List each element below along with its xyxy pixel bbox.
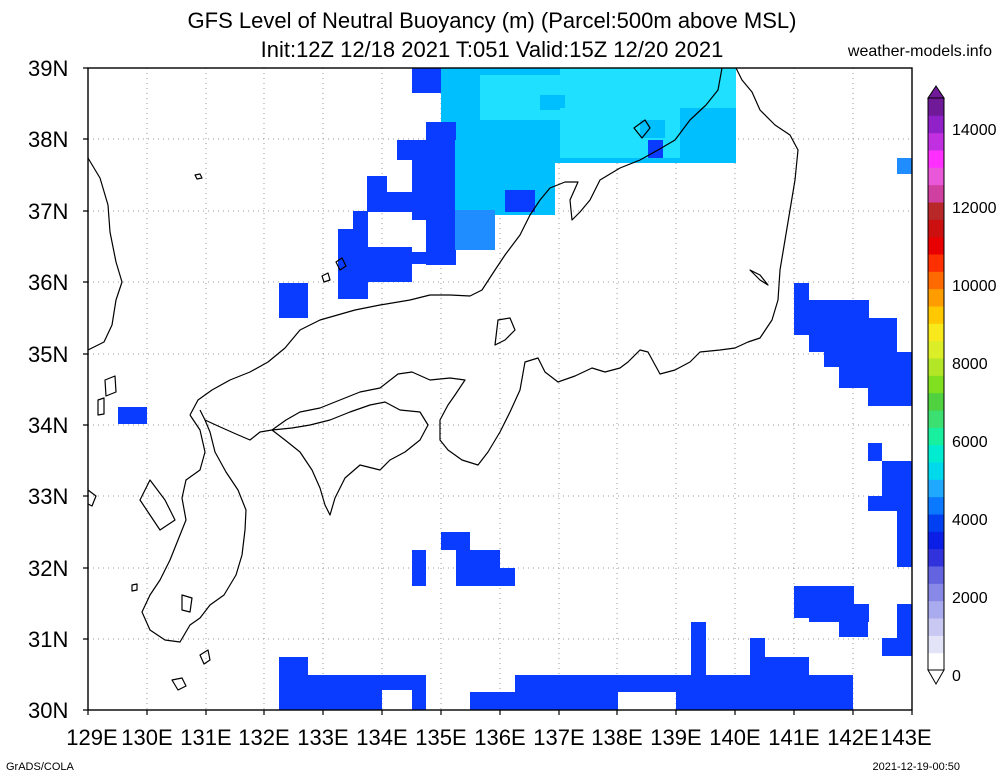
colorbar-label: 8000 (952, 357, 988, 373)
colorbar-swatch (928, 479, 944, 497)
site-credit: weather-models.info (848, 43, 992, 61)
colorbar-label: 10000 (952, 279, 997, 295)
lon-label: 143E (880, 727, 931, 749)
lat-label: 33N (28, 486, 88, 508)
buoyancy-field-south (279, 532, 853, 710)
lon-label: 130E (121, 727, 172, 749)
lat-label: 34N (28, 415, 88, 437)
colorbar-swatch (928, 185, 944, 203)
buoyancy-field-east (118, 283, 912, 656)
colorbar-label: 4000 (952, 513, 988, 529)
lon-label: 139E (650, 727, 701, 749)
colorbar-swatch (928, 462, 944, 480)
colorbar-swatch (928, 583, 944, 601)
lat-label: 31N (28, 629, 88, 651)
colorbar-bottom-arrow (928, 670, 944, 684)
colorbar-swatch (928, 618, 944, 636)
colorbar-swatch (928, 601, 944, 619)
colorbar-swatch (928, 566, 944, 584)
lat-label: 39N (28, 58, 88, 80)
colorbar-swatch (928, 306, 944, 324)
colorbar-swatch (928, 271, 944, 289)
lon-label: 132E (238, 727, 289, 749)
colorbar-label: 6000 (952, 435, 988, 451)
lat-label: 37N (28, 201, 88, 223)
colorbar-label: 12000 (952, 201, 997, 217)
colorbar-swatch (928, 150, 944, 168)
lat-label: 36N (28, 272, 88, 294)
colorbar-swatch (928, 323, 944, 341)
colorbar-swatch (928, 133, 944, 151)
lon-label: 137E (533, 727, 584, 749)
buoyancy-field-north (279, 68, 912, 318)
colorbar-swatch (928, 341, 944, 359)
lon-label: 138E (591, 727, 642, 749)
colorbar-swatch (928, 653, 944, 671)
colorbar-swatch (928, 115, 944, 133)
lat-label: 30N (28, 700, 88, 722)
colorbar-swatch (928, 410, 944, 428)
colorbar-swatch (928, 202, 944, 220)
lon-label: 131E (180, 727, 231, 749)
colorbar-fill (928, 98, 944, 671)
colorbar-swatch (928, 219, 944, 237)
colorbar-swatch (928, 237, 944, 255)
colorbar-swatch (928, 393, 944, 411)
colorbar-swatch (928, 514, 944, 532)
footer-credit: GrADS/COLA (6, 761, 74, 773)
lon-label: 129E (66, 727, 117, 749)
colorbar-swatch (928, 531, 944, 549)
colorbar-label: 14000 (952, 123, 997, 139)
colorbar-swatch (928, 445, 944, 463)
colorbar-swatch (928, 427, 944, 445)
footer-timestamp: 2021-12-19-00:50 (873, 761, 960, 773)
chart-title: GFS Level of Neutral Buoyancy (m) (Parce… (0, 9, 992, 33)
lat-label: 38N (28, 129, 88, 151)
lon-label: 135E (415, 727, 466, 749)
colorbar-swatch (928, 497, 944, 515)
colorbar-swatch (928, 635, 944, 653)
lat-label: 35N (28, 344, 88, 366)
lat-label: 32N (28, 558, 88, 580)
colorbar-label: 2000 (952, 591, 988, 607)
lon-label: 133E (297, 727, 348, 749)
colorbar-swatch (928, 375, 944, 393)
lon-label: 134E (356, 727, 407, 749)
colorbar-swatch (928, 549, 944, 567)
colorbar-top-arrow (928, 86, 944, 98)
colorbar-swatch (928, 98, 944, 116)
colorbar-swatch (928, 254, 944, 272)
colorbar-label: 0 (952, 669, 961, 685)
lon-label: 136E (474, 727, 525, 749)
chart-subtitle: Init:12Z 12/18 2021 T:051 Valid:15Z 12/2… (0, 38, 992, 62)
colorbar-swatch (928, 167, 944, 185)
colorbar-swatch (928, 289, 944, 307)
lon-label: 142E (827, 727, 878, 749)
colorbar-swatch (928, 358, 944, 376)
lon-label: 140E (709, 727, 760, 749)
lon-label: 141E (768, 727, 819, 749)
